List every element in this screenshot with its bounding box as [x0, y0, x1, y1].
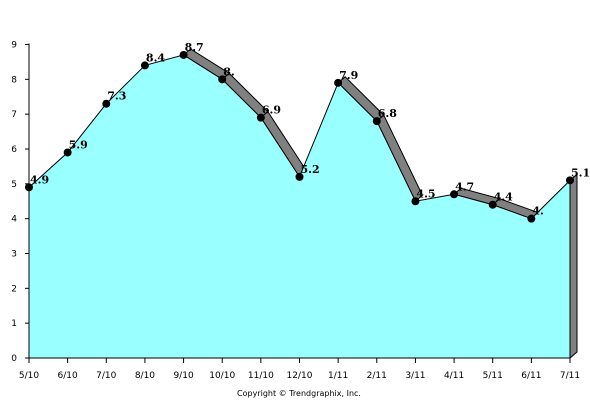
data-point-8-10	[140, 61, 149, 70]
y-tick-label-3: 3	[11, 250, 17, 260]
x-tick-label-8-10: 8/10	[135, 371, 155, 381]
data-label-7-11: 5.1	[571, 166, 590, 179]
x-tick-label-5-11: 5/11	[483, 371, 503, 381]
data-label-11-10: 6.9	[262, 104, 281, 117]
data-point-6-11	[527, 214, 536, 223]
x-tick-label-7-10: 7/10	[96, 371, 116, 381]
y-axis-ticks: 0 1 2 3 4 5 6 7 8 9	[11, 41, 29, 364]
x-tick-label-3-11: 3/11	[405, 371, 425, 381]
x-axis-ticks: 5/10 6/10 7/10 8/10 9/10 10/10 11/10 12/10 1/11 2…	[19, 358, 580, 381]
copyright-credit: Copyright © Trendgraphix, Inc.	[237, 389, 361, 398]
data-label-1-11: 7.9	[339, 69, 358, 82]
data-labels: 4.9 5.9 7.3 8.4 8.7 8. 6.9 5.2 7.9 6.8 4.5 4.7 4.4 4.…	[30, 41, 590, 218]
data-point-7-10	[102, 99, 111, 108]
data-label-3-11: 4.5	[416, 187, 435, 200]
data-point-1-11	[334, 78, 343, 87]
end-face-ribbon	[569, 173, 578, 360]
x-tick-label-4-11: 4/11	[444, 371, 464, 381]
data-label-10-10: 8.	[223, 65, 234, 78]
data-point-3-11	[411, 197, 420, 206]
data-point-6-10	[63, 148, 72, 157]
data-label-2-11: 6.8	[378, 107, 397, 120]
x-tick-label-9-10: 9/10	[173, 371, 193, 381]
data-label-5-10: 4.9	[30, 173, 49, 186]
data-point-2-11	[372, 117, 381, 126]
data-point-7-11	[566, 176, 574, 185]
y-tick-label-5: 5	[11, 180, 17, 190]
y-tick-label-9: 9	[11, 41, 17, 51]
data-label-4-11: 4.7	[455, 180, 474, 193]
x-tick-label-12-10: 12/10	[287, 371, 313, 381]
data-label-8-10: 8.4	[146, 51, 165, 64]
y-tick-label-7: 7	[11, 110, 17, 120]
data-point-4-11	[450, 190, 459, 199]
data-label-6-10: 5.9	[69, 138, 88, 151]
data-label-5-11: 4.4	[494, 191, 513, 204]
data-label-12-10: 5.2	[301, 163, 320, 176]
x-tick-label-11-10: 11/10	[248, 371, 274, 381]
data-point-12-10	[295, 172, 304, 181]
data-point-10-10	[218, 75, 227, 84]
x-tick-label-2-11: 2/11	[367, 371, 387, 381]
y-tick-label-4: 4	[11, 215, 17, 225]
decline-ribbons	[182, 48, 578, 360]
data-label-7-10: 7.3	[107, 90, 126, 103]
x-tick-label-6-11: 6/11	[521, 371, 541, 381]
data-point-11-10	[256, 113, 265, 122]
data-markers	[25, 50, 574, 223]
y-tick-label-6: 6	[11, 145, 17, 155]
x-tick-label-5-10: 5/10	[19, 371, 39, 381]
data-label-9-10: 8.7	[185, 41, 204, 54]
y-tick-label-1: 1	[11, 319, 17, 329]
x-tick-label-7-11: 7/11	[560, 371, 580, 381]
data-point-5-11	[488, 200, 497, 209]
x-tick-label-6-10: 6/10	[58, 371, 78, 381]
y-tick-label-2: 2	[11, 284, 17, 294]
y-tick-label-0: 0	[11, 354, 17, 364]
area-fill	[28, 54, 571, 359]
x-tick-label-10-10: 10/10	[209, 371, 235, 381]
x-tick-label-1-11: 1/11	[328, 371, 348, 381]
y-tick-label-8: 8	[11, 75, 17, 85]
data-point-9-10	[179, 50, 188, 59]
data-label-6-11: 4.	[532, 205, 543, 218]
